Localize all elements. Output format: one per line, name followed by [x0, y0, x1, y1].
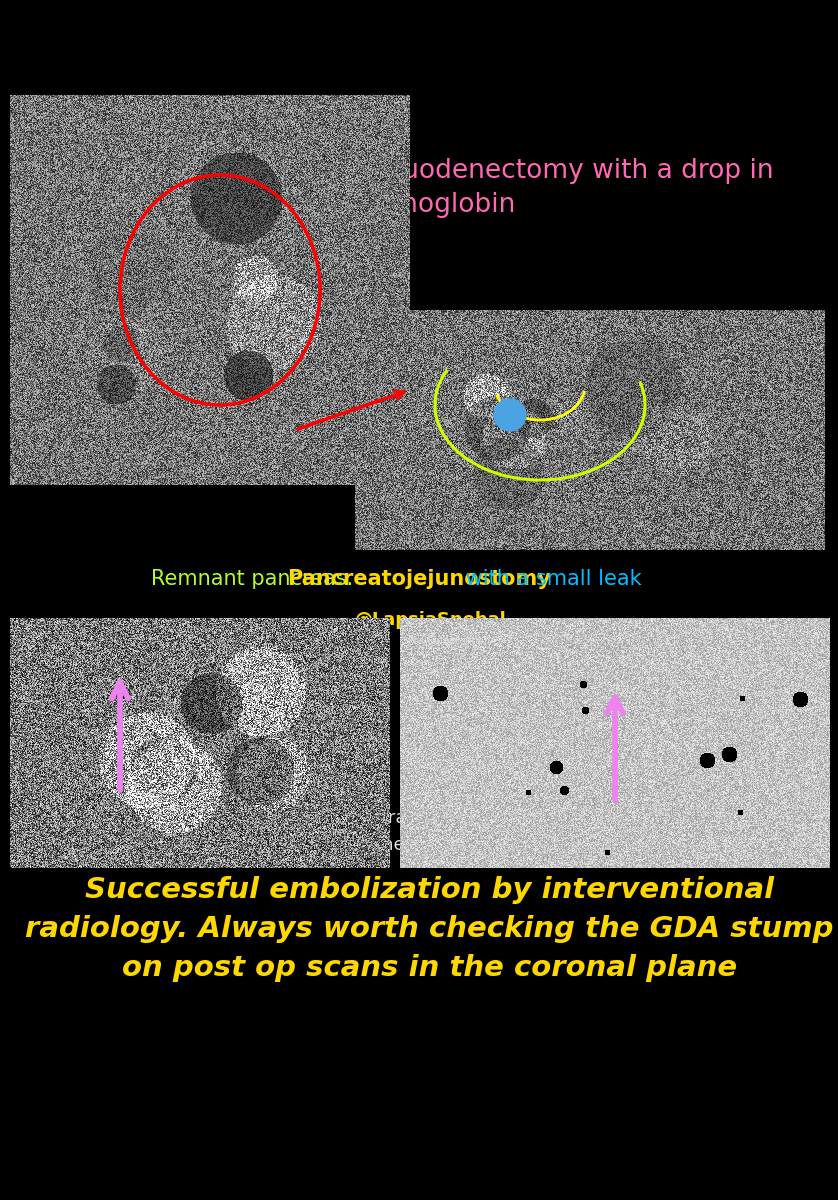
Text: with a small leak: with a small leak [459, 569, 642, 589]
Circle shape [494, 398, 526, 431]
Text: CT or catheter angiogram the findings are the same.: CT or catheter angiogram the findings ar… [191, 809, 668, 827]
Text: @LapsiaSnehal: @LapsiaSnehal [354, 611, 506, 629]
Text: Patient post pancreatoduodenectomy with a drop in
haemoglobin: Patient post pancreatoduodenectomy with … [85, 158, 773, 218]
Text: Pre-Embolisation: Pre-Embolisation [408, 636, 490, 646]
Text: Remnant pancreas.: Remnant pancreas. [151, 569, 360, 589]
Text: Pancreatojejunostomy: Pancreatojejunostomy [287, 569, 551, 589]
Text: Bilobed pseudoaneurysm of the GDA stump: Bilobed pseudoaneurysm of the GDA stump [232, 835, 627, 853]
Text: Successful embolization by interventional
radiology. Always worth checking the G: Successful embolization by interventiona… [25, 876, 834, 983]
